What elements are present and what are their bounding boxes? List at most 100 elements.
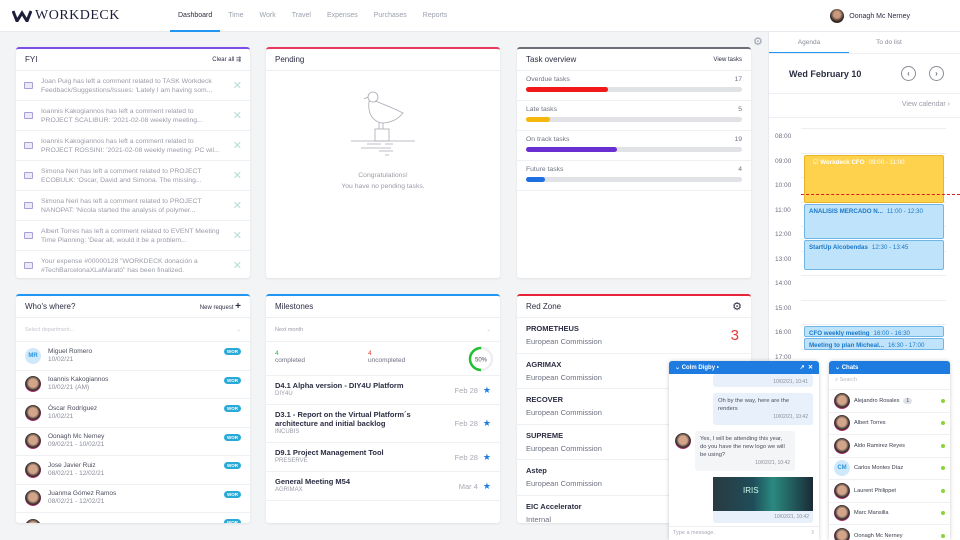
hour-line bbox=[801, 324, 946, 325]
fyi-text: Ioannis Kakogiannos has left a comment r… bbox=[41, 137, 220, 154]
tab-agenda[interactable]: Agenda bbox=[769, 32, 849, 53]
progress-bar bbox=[526, 147, 742, 152]
person-info: Oonagh Mc Nerney 09/02/21 - 10/02/21 bbox=[48, 433, 217, 449]
dismiss-icon[interactable]: ✕ bbox=[232, 260, 242, 272]
nav-tab-work[interactable]: Work bbox=[259, 12, 276, 19]
dismiss-icon[interactable]: ✕ bbox=[232, 170, 242, 182]
user-menu[interactable]: Oonagh Mc Nerney bbox=[830, 9, 910, 23]
red-zone-row[interactable]: SUPREME European Commission bbox=[517, 425, 751, 460]
dismiss-icon[interactable]: ✕ bbox=[232, 140, 242, 152]
person-row[interactable]: MR Miguel Romero 10/02/21 WOR bbox=[16, 342, 250, 371]
clear-all-button[interactable]: Clear all ⇶ bbox=[212, 57, 241, 63]
red-zone-row[interactable]: PROMETHEUS European Commission 3 bbox=[517, 318, 751, 354]
fyi-item[interactable]: Simona Neri has left a comment related t… bbox=[16, 161, 250, 191]
calendar-event[interactable]: StartUp Alcobendas 12:30 - 13:45 bbox=[804, 240, 944, 270]
milestone-row[interactable]: D4.1 Alpha version - DIY4U Platform DIY4U… bbox=[266, 376, 500, 405]
logo[interactable]: WORKDECK bbox=[12, 8, 120, 24]
card-title: Pending bbox=[275, 55, 305, 64]
event-title: CFO weekly meeting bbox=[809, 330, 870, 337]
task-row[interactable]: On track tasks 19 bbox=[517, 131, 751, 161]
message-text: Yes, I will be attending this year, do y… bbox=[700, 436, 785, 458]
milestone-row[interactable]: D9.1 Project Management Tool PRESERVE Feb … bbox=[266, 443, 500, 472]
gear-icon[interactable]: ⚙ bbox=[732, 301, 742, 313]
star-icon[interactable]: ★ bbox=[482, 451, 491, 462]
person-row[interactable]: Andoni Sanchez ArtolinWOR bbox=[16, 513, 250, 523]
nav-tab-purchases[interactable]: Purchases bbox=[373, 12, 407, 19]
period-select[interactable]: Next month ⌄ bbox=[266, 318, 500, 342]
person-row[interactable]: Jose Javier Ruiz 08/02/21 - 12/02/21 WOR bbox=[16, 456, 250, 485]
nav-tab-dashboard[interactable]: Dashboard bbox=[170, 0, 221, 32]
task-row[interactable]: Future tasks 4 bbox=[517, 161, 751, 191]
nav-tab-expenses[interactable]: Expenses bbox=[326, 12, 358, 19]
image-attachment[interactable]: IRIS bbox=[713, 477, 813, 511]
dismiss-icon[interactable]: ✕ bbox=[232, 230, 242, 242]
department-select[interactable]: Select department... ⌄ bbox=[16, 318, 250, 342]
view-tasks-button[interactable]: View tasks bbox=[713, 56, 742, 63]
person-row[interactable]: Óscar Rodríguez 10/02/21 WOR bbox=[16, 399, 250, 428]
close-icon[interactable]: ✕ bbox=[807, 365, 813, 371]
settings-icon[interactable]: ⚙ bbox=[753, 36, 763, 48]
dismiss-icon[interactable]: ✕ bbox=[232, 110, 242, 122]
comment-icon bbox=[24, 142, 33, 149]
expand-icon[interactable]: ↗ bbox=[799, 365, 805, 371]
chat-contact[interactable]: Marc Mansilla bbox=[829, 503, 950, 525]
red-zone-row[interactable]: RECOVER European Commission bbox=[517, 389, 751, 425]
fyi-item[interactable]: Simona Neri has left a comment related t… bbox=[16, 191, 250, 221]
status-badge: WOR bbox=[224, 433, 241, 441]
person-row[interactable]: Ioannis Kakogiannos 10/02/21 (AM) WOR bbox=[16, 371, 250, 399]
chat-contact[interactable]: CM Carlos Montes Díaz bbox=[829, 458, 950, 480]
calendar-event[interactable]: ANALISIS MERCADO N... 11:00 - 12:30 bbox=[804, 203, 944, 240]
prev-day-button[interactable]: ‹ bbox=[901, 66, 916, 81]
task-row[interactable]: Overdue tasks 17 bbox=[517, 71, 751, 101]
fyi-item[interactable]: Joan Puig has left a comment related to … bbox=[16, 71, 250, 101]
calendar-event[interactable]: Meeting to plan Micheal... 16:30 - 17:00 bbox=[804, 338, 944, 350]
avatar bbox=[25, 404, 41, 421]
fyi-item[interactable]: Ioannis Kakogiannos has left a comment r… bbox=[16, 131, 250, 161]
task-label: On track tasks bbox=[526, 136, 570, 143]
red-zone-row[interactable]: Astep European Commission bbox=[517, 460, 751, 496]
star-icon[interactable]: ★ bbox=[482, 384, 491, 395]
fyi-item[interactable]: Albert Torres has left a comment related… bbox=[16, 221, 250, 251]
chats-panel: ⌄ Chats ⌕ Search Alejandro Rosales 1 Alber… bbox=[829, 361, 950, 540]
empty-message: You have no pending tasks. bbox=[341, 183, 425, 190]
star-icon[interactable]: ★ bbox=[482, 418, 491, 428]
person-row[interactable]: Juanma Gómez Ramos 08/02/21 - 12/02/21 WOR bbox=[16, 485, 250, 513]
fyi-item[interactable]: Ioannis Kakogiannos has left a comment r… bbox=[16, 101, 250, 131]
nav-tab-travel[interactable]: Travel bbox=[291, 12, 311, 19]
avatar bbox=[675, 433, 691, 449]
new-request-button[interactable]: New request + bbox=[199, 301, 241, 312]
chat-contact[interactable]: Alejandro Rosales 1 bbox=[829, 390, 950, 413]
message-input[interactable]: Type a message. ⇪ bbox=[669, 526, 819, 540]
red-zone-row[interactable]: EIC Accelerator Internal bbox=[517, 496, 751, 524]
chat-contact[interactable]: Albert Torres bbox=[829, 413, 950, 435]
project-name: SUPREME bbox=[526, 430, 564, 440]
task-row[interactable]: Late tasks 5 bbox=[517, 101, 751, 131]
nav-tab-reports[interactable]: Reports bbox=[422, 12, 448, 19]
milestone-date: Feb 28 bbox=[454, 452, 478, 462]
star-icon[interactable]: ★ bbox=[482, 480, 491, 491]
red-zone-row[interactable]: AGRIMAX European Commission bbox=[517, 354, 751, 389]
dismiss-icon[interactable]: ✕ bbox=[232, 200, 242, 212]
fyi-item[interactable]: Your expense #00000128 "WORKDECK donació… bbox=[16, 251, 250, 278]
chat-contact[interactable]: Oonagh Mc Nerney bbox=[829, 525, 950, 540]
person-row[interactable]: Oonagh Mc Nerney 09/02/21 - 10/02/21 WOR bbox=[16, 428, 250, 456]
milestone-row[interactable]: General Meeting M54 AGRIMAX Mar 4 ★ bbox=[266, 472, 500, 501]
view-calendar-link[interactable]: View calendar › bbox=[769, 94, 960, 118]
next-day-button[interactable]: › bbox=[929, 66, 944, 81]
nav-tab-time[interactable]: Time bbox=[228, 12, 244, 19]
calendar-event[interactable]: ☑ Workdeck CFO 09:00 - 11:00 bbox=[804, 154, 944, 203]
tab-to-do-list[interactable]: To do list bbox=[876, 39, 902, 46]
calendar-event[interactable]: CFO weekly meeting 16:00 - 16:30 bbox=[804, 326, 944, 338]
milestone-row[interactable]: D3.1 - Report on the Virtual Platform´s … bbox=[266, 405, 500, 443]
hour-label: 14:00 bbox=[775, 280, 792, 287]
upload-icon[interactable]: ⇪ bbox=[810, 530, 815, 536]
chat-contact[interactable]: Laurent Philippet bbox=[829, 480, 950, 503]
milestone-name: D9.1 Project Management Tool bbox=[275, 448, 384, 457]
chat-search-input[interactable]: ⌕ Search bbox=[829, 374, 950, 390]
project-name: EIC Accelerator bbox=[526, 501, 582, 511]
event-title: StartUp Alcobendas bbox=[809, 244, 868, 252]
chat-contact[interactable]: Aldo Ramirez Reyes bbox=[829, 435, 950, 458]
whos-where-card: Who's where? New request + Select departm… bbox=[16, 294, 250, 523]
dismiss-icon[interactable]: ✕ bbox=[232, 80, 242, 92]
contact-name: Albert Torres bbox=[854, 420, 886, 427]
